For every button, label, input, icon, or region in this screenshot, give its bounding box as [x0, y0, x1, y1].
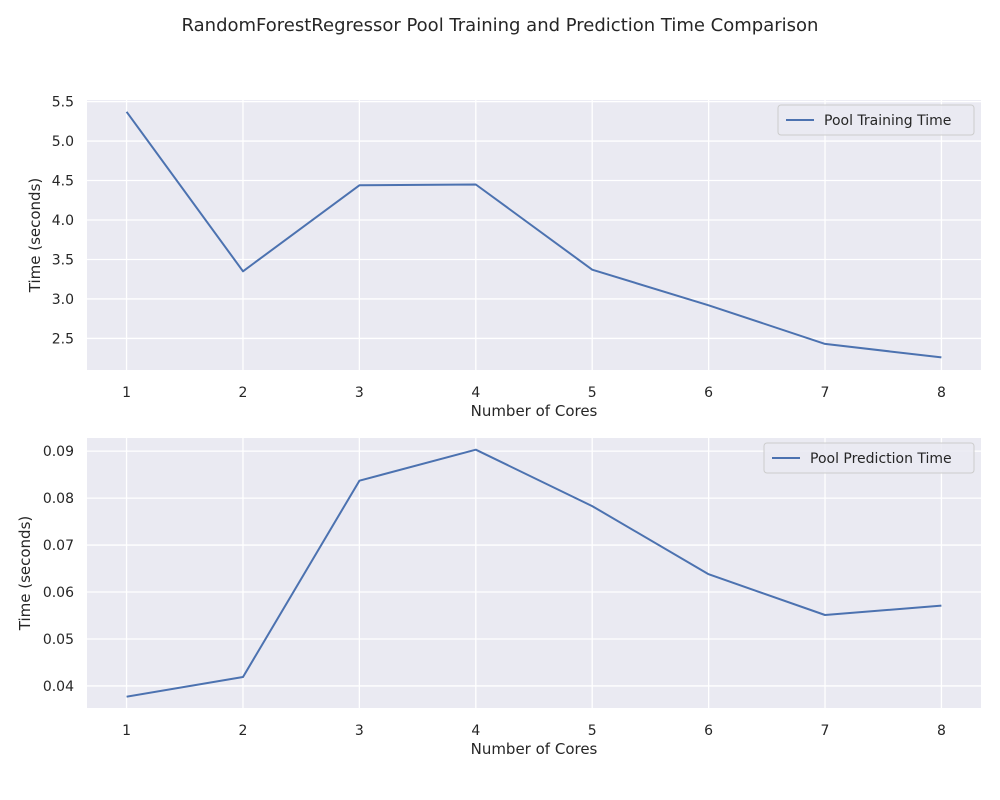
x-tick-label: 1 [122, 385, 131, 401]
y-tick-label: 5.5 [52, 95, 74, 111]
y-tick-label: 0.04 [43, 679, 74, 695]
y-tick-label: 4.5 [52, 174, 74, 190]
x-tick-label: 4 [471, 385, 480, 401]
x-tick-label: 5 [588, 723, 597, 739]
y-tick-label: 3.5 [52, 252, 74, 268]
y-tick-label: 5.0 [52, 134, 74, 150]
legend-entry: Pool Training Time [824, 113, 951, 129]
x-tick-label: 7 [821, 385, 830, 401]
y-axis-label: Time (seconds) [26, 178, 44, 294]
x-tick-label: 8 [937, 723, 946, 739]
y-tick-label: 0.07 [43, 538, 74, 554]
legend: Pool Training Time [777, 104, 975, 136]
x-tick-label: 2 [239, 385, 248, 401]
x-tick-label: 8 [937, 385, 946, 401]
x-tick-label: 6 [704, 385, 713, 401]
y-tick-label: 0.05 [43, 632, 74, 648]
legend-entry: Pool Prediction Time [810, 451, 952, 467]
y-tick-label: 0.09 [43, 444, 74, 460]
x-tick-label: 3 [355, 385, 364, 401]
y-tick-label: 2.5 [52, 331, 74, 347]
x-axis-label: Number of Cores [471, 740, 598, 758]
plot-area [87, 438, 981, 708]
plot-area [87, 100, 981, 370]
series-line [125, 111, 942, 359]
x-tick-label: 1 [122, 723, 131, 739]
x-tick-label: 3 [355, 723, 364, 739]
y-tick-label: 4.0 [52, 213, 74, 229]
y-tick-label: 0.08 [43, 491, 74, 507]
legend: Pool Prediction Time [763, 442, 975, 474]
figure-title: RandomForestRegressor Pool Training and … [182, 15, 819, 36]
y-tick-label: 0.06 [43, 585, 74, 601]
subplot-prediction-time: 1 2 3 4 5 6 7 8 0.04 0.05 0.06 0.07 0.08 0.09 Number o… [16, 438, 981, 758]
x-axis-label: Number of Cores [471, 402, 598, 420]
legend-box [777, 104, 975, 136]
x-tick-label: 5 [588, 385, 597, 401]
y-axis-label: Time (seconds) [16, 516, 34, 632]
series-line [126, 448, 942, 698]
x-tick-label: 6 [704, 723, 713, 739]
x-tick-label: 4 [471, 723, 480, 739]
subplot-training-time: 1 2 3 4 5 6 7 8 2.5 3.0 3.5 4.0 4.5 5.0 5.5 Number of C… [26, 95, 981, 420]
x-tick-label: 7 [821, 723, 830, 739]
legend-box [763, 442, 975, 474]
y-tick-label: 3.0 [52, 292, 74, 308]
x-tick-label: 2 [239, 723, 248, 739]
